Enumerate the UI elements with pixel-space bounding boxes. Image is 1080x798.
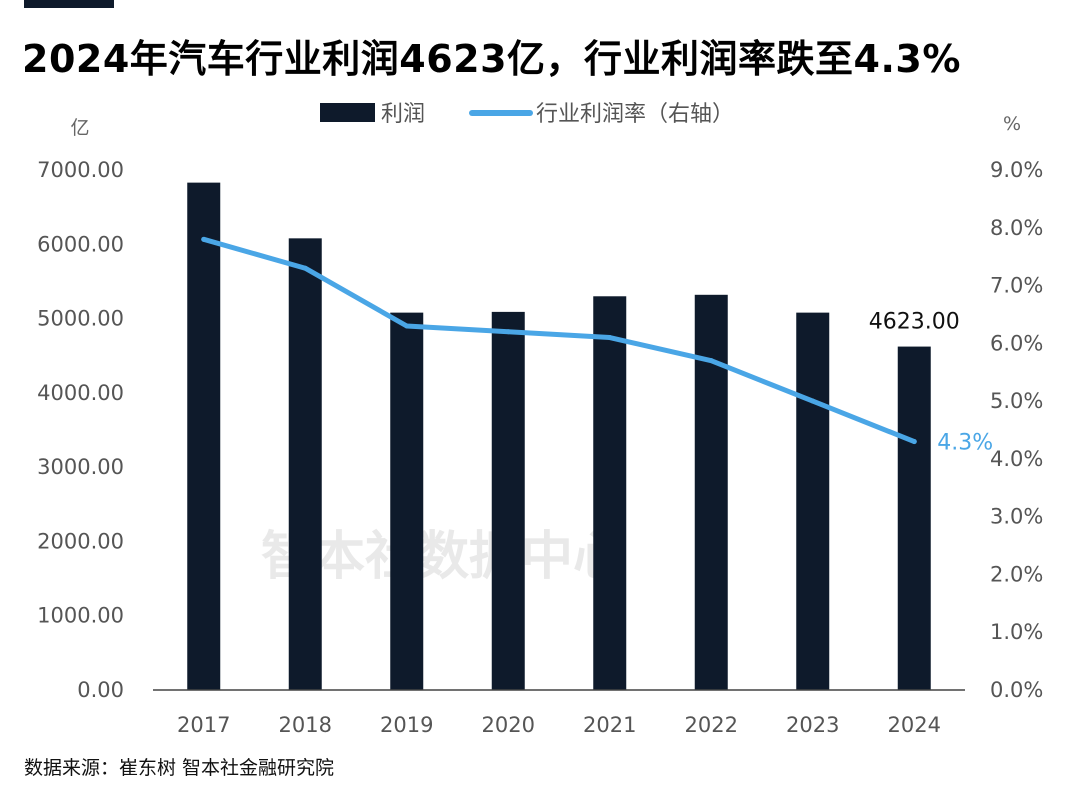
left-tick-label: 5000.00 (37, 307, 124, 331)
bar-value-label: 4623.00 (869, 310, 960, 335)
x-tick-label: 2018 (279, 713, 332, 737)
left-tick-label: 4000.00 (37, 381, 124, 405)
source-note: 数据来源：崔东树 智本社金融研究院 (24, 757, 335, 779)
right-tick-label: 5.0% (990, 389, 1043, 413)
legend-bar-swatch (320, 103, 375, 122)
legend: 利润 行业利润率（右轴） (320, 102, 734, 127)
right-axis-unit: % (1003, 113, 1021, 135)
rate-point-2021 (607, 335, 613, 341)
left-tick-label: 6000.00 (37, 232, 124, 256)
rate-line (201, 236, 917, 445)
bar-2021 (593, 296, 627, 690)
bar-2018 (288, 238, 322, 691)
right-tick-label: 6.0% (990, 331, 1043, 355)
line-series (201, 236, 917, 445)
right-tick-label: 9.0% (990, 158, 1043, 182)
x-tick-label: 2021 (583, 713, 636, 737)
rate-point-2019 (404, 323, 410, 329)
rate-point-2020 (505, 329, 511, 335)
left-tick-label: 7000.00 (37, 158, 124, 182)
x-tick-label: 2017 (177, 713, 230, 737)
x-tick-label: 2019 (380, 713, 433, 737)
right-tick-label: 7.0% (990, 274, 1043, 298)
rate-point-2023 (810, 398, 816, 404)
x-tick-label: 2020 (482, 713, 535, 737)
right-tick-label: 2.0% (990, 562, 1043, 586)
right-tick-label: 8.0% (990, 216, 1043, 240)
rate-point-2018 (302, 265, 308, 271)
data-labels: 4623.00 4.3% (869, 310, 993, 456)
left-axis-unit: 亿 (70, 117, 89, 139)
bar-2017 (187, 182, 221, 690)
right-tick-label: 3.0% (990, 505, 1043, 529)
right-axis-ticks: 0.0% 1.0% 2.0% 3.0% 4.0% 5.0% 6.0% 7.0% 8.0% 9.0% (990, 158, 1043, 702)
left-tick-label: 0.00 (77, 678, 124, 702)
legend-bar-label: 利润 (381, 102, 425, 127)
rate-point-2017 (201, 236, 207, 242)
bar-2019 (390, 312, 424, 690)
rate-point-2022 (708, 358, 714, 364)
chart-title: 2024年汽车行业利润4623亿，行业利润率跌至4.3% (22, 37, 961, 81)
bar-series (187, 182, 931, 691)
x-axis-ticks: 2017 2018 2019 2020 2021 2022 2023 2024 (177, 713, 941, 737)
bar-2024 (897, 346, 931, 690)
legend-line-label: 行业利润率（右轴） (536, 102, 734, 127)
rate-point-2024 (911, 439, 917, 445)
x-tick-label: 2023 (786, 713, 839, 737)
bar-2022 (694, 294, 728, 690)
right-tick-label: 1.0% (990, 620, 1043, 644)
left-tick-label: 2000.00 (37, 529, 124, 553)
left-tick-label: 1000.00 (37, 604, 124, 628)
x-tick-label: 2024 (888, 713, 941, 737)
header-accent-bar (24, 0, 114, 8)
left-axis-ticks: 0.00 1000.00 2000.00 3000.00 4000.00 5000.00 6… (37, 158, 124, 702)
right-tick-label: 0.0% (990, 678, 1043, 702)
rate-value-label: 4.3% (937, 431, 993, 456)
left-tick-label: 3000.00 (37, 455, 124, 479)
bar-2023 (796, 312, 830, 690)
right-tick-label: 4.0% (990, 447, 1043, 471)
bar-2020 (491, 311, 525, 690)
x-tick-label: 2022 (685, 713, 738, 737)
